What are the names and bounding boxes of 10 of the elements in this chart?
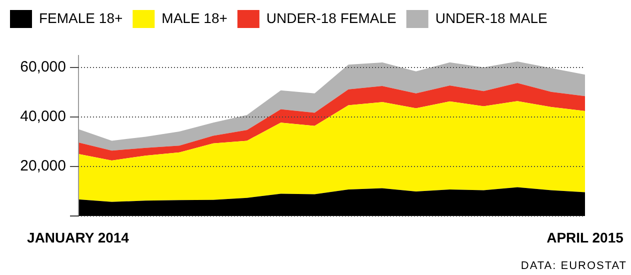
legend-label: MALE 18+ [162,10,228,26]
legend-label: UNDER-18 MALE [435,10,548,26]
text: DATA: EUROSTAT [520,260,627,272]
legend-label: FEMALE 18+ [39,10,123,26]
x-tick-label: APRIL 2015 [546,229,624,246]
legend-label: UNDER-18 FEMALE [266,10,396,26]
y-tick-label: 60,000 [20,58,66,76]
x-tick-label: JANUARY 2014 [27,229,130,246]
y-tick-label: 20,000 [20,158,66,175]
y-tick-label: 40,000 [20,108,66,126]
